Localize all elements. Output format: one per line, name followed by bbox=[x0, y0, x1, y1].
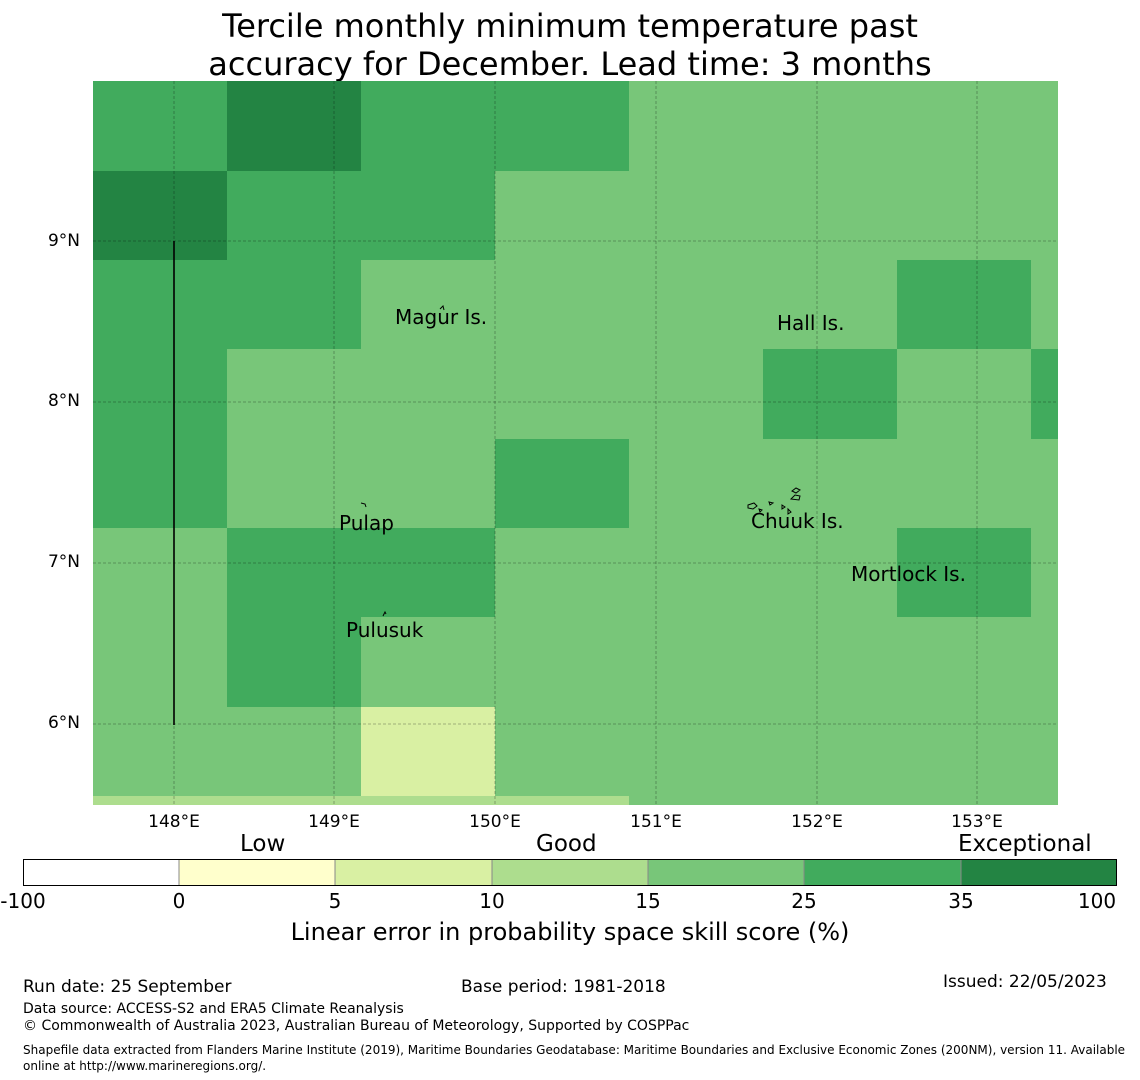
shapefile-credit: Shapefile data extracted from Flanders M… bbox=[23, 1042, 1133, 1074]
map-cell bbox=[361, 171, 495, 260]
colorbar-segment bbox=[961, 859, 1117, 886]
place-label-chuuk: Chuuk Is. bbox=[751, 509, 844, 533]
colorbar-segment bbox=[179, 859, 335, 886]
colorbar-tick: 15 bbox=[635, 889, 661, 913]
map-cell bbox=[897, 260, 1031, 349]
colorbar-title: Linear error in probability space skill … bbox=[290, 918, 850, 946]
run-date: Run date: 25 September bbox=[23, 977, 232, 997]
lon-label-151e: 151°E bbox=[630, 812, 682, 832]
issued-date: Issued: 22/05/2023 bbox=[943, 972, 1107, 992]
colorbar-tick: 35 bbox=[948, 889, 974, 913]
magur-island-outline bbox=[439, 305, 445, 311]
colorbar-tick: 0 bbox=[172, 889, 186, 913]
colorbar-tick: 100 bbox=[1077, 889, 1117, 913]
colorbar-tick: -100 bbox=[0, 889, 46, 913]
map-cell bbox=[93, 349, 227, 528]
pulusuk-island-outline bbox=[382, 610, 387, 617]
colorbar-tick: 5 bbox=[328, 889, 342, 913]
map-cell bbox=[897, 528, 1031, 617]
lat-label-9n: 9°N bbox=[47, 231, 80, 251]
map-cell bbox=[227, 81, 361, 171]
skill-map: Magur Is. Hall Is. Pulap Chuuk Is. Mortl… bbox=[93, 81, 1058, 805]
lat-label-7n: 7°N bbox=[47, 552, 80, 572]
pulap-island-outline bbox=[360, 502, 367, 508]
map-cell bbox=[93, 796, 629, 805]
island-outlines bbox=[360, 305, 801, 617]
colorbar-category-low: Low bbox=[240, 831, 286, 857]
copyright: © Commonwealth of Australia 2023, Austra… bbox=[23, 1018, 690, 1034]
map-cell bbox=[93, 81, 227, 171]
chuuk-island-outline bbox=[747, 487, 801, 515]
colorbar-segment bbox=[492, 859, 648, 886]
map-cell bbox=[361, 707, 495, 805]
colorbar-category-good: Good bbox=[536, 831, 597, 857]
place-label-mortlock: Mortlock Is. bbox=[851, 562, 966, 586]
map-cell bbox=[227, 171, 361, 260]
map-cell bbox=[361, 81, 495, 171]
lat-label-8n: 8°N bbox=[47, 391, 80, 411]
lat-label-6n: 6°N bbox=[47, 713, 80, 733]
data-source: Data source: ACCESS-S2 and ERA5 Climate … bbox=[23, 1001, 404, 1017]
place-label-hall: Hall Is. bbox=[777, 311, 844, 335]
map-cell bbox=[495, 81, 629, 171]
colorbar-segment bbox=[804, 859, 961, 886]
map-cell bbox=[93, 260, 227, 349]
base-period: Base period: 1981-2018 bbox=[461, 977, 666, 997]
shapefile-credit-line2: online at http://www.marineregions.org/. bbox=[23, 1059, 267, 1073]
map-cell bbox=[227, 260, 361, 349]
map-gridlines bbox=[93, 81, 1058, 805]
place-label-magur: Magur Is. bbox=[395, 305, 487, 329]
lon-label-153e: 153°E bbox=[951, 812, 1003, 832]
map-cell bbox=[495, 439, 629, 528]
lon-label-152e: 152°E bbox=[791, 812, 843, 832]
shapefile-credit-line1: Shapefile data extracted from Flanders M… bbox=[23, 1043, 1126, 1057]
colorbar-tick: 10 bbox=[479, 889, 505, 913]
map-cell bbox=[227, 528, 495, 617]
map-cell bbox=[227, 617, 361, 707]
colorbar-segment bbox=[23, 859, 179, 886]
colorbar-segment bbox=[648, 859, 804, 886]
map-cell bbox=[1031, 349, 1058, 439]
lon-label-149e: 149°E bbox=[308, 812, 360, 832]
chart-title-line2: accuracy for December. Lead time: 3 mont… bbox=[208, 45, 932, 83]
map-cell bbox=[763, 349, 897, 439]
colorbar-tick: 25 bbox=[791, 889, 817, 913]
lon-label-150e: 150°E bbox=[469, 812, 521, 832]
colorbar bbox=[23, 859, 1117, 886]
place-label-pulap: Pulap bbox=[339, 511, 394, 535]
colorbar-segment bbox=[335, 859, 492, 886]
place-label-pulusuk: Pulusuk bbox=[346, 618, 424, 642]
colorbar-category-exceptional: Exceptional bbox=[958, 831, 1092, 857]
chart-title-line1: Tercile monthly minimum temperature past bbox=[222, 7, 918, 45]
map-cell bbox=[93, 171, 227, 260]
lon-label-148e: 148°E bbox=[148, 812, 200, 832]
